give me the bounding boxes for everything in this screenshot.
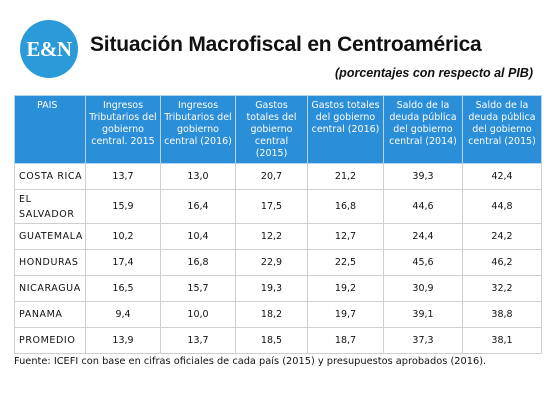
value-cell: 46,2 [462, 249, 542, 276]
value-cell: 18,7 [307, 327, 384, 354]
value-cell: 19,7 [307, 301, 384, 328]
table-row: HONDURAS 17,4 16,8 22,9 22,5 45,6 46,2 [14, 249, 542, 276]
value-cell: 19,2 [307, 275, 384, 302]
value-cell: 9,4 [85, 301, 161, 328]
table-header-row: PAIS Ingresos Tributarios del gobierno c… [14, 95, 542, 164]
value-cell: 22,9 [235, 249, 308, 276]
value-cell: 10,2 [85, 223, 161, 250]
value-cell: 13,9 [85, 327, 161, 354]
value-cell: 32,2 [462, 275, 542, 302]
value-cell: 12,7 [307, 223, 384, 250]
value-cell: 17,5 [235, 189, 308, 224]
country-cell: COSTA RICA [14, 163, 86, 190]
value-cell: 13,7 [160, 327, 236, 354]
value-cell: 38,8 [462, 301, 542, 328]
country-cell: HONDURAS [14, 249, 86, 276]
value-cell: 22,5 [307, 249, 384, 276]
value-cell: 24,4 [383, 223, 463, 250]
country-cell: NICARAGUA [14, 275, 86, 302]
value-cell: 37,3 [383, 327, 463, 354]
table-row: PANAMA 9,4 10,0 18,2 19,7 39,1 38,8 [14, 301, 542, 328]
value-cell: 13,0 [160, 163, 236, 190]
page-title: Situación Macrofiscal en Centroamérica [90, 33, 482, 56]
value-cell: 30,9 [383, 275, 463, 302]
column-header: Ingresos Tributarios del gobierno centra… [85, 95, 161, 164]
value-cell: 17,4 [85, 249, 161, 276]
country-cell: PANAMA [14, 301, 86, 328]
value-cell: 44,6 [383, 189, 463, 224]
value-cell: 39,3 [383, 163, 463, 190]
value-cell: 16,4 [160, 189, 236, 224]
macrofiscal-table: PAIS Ingresos Tributarios del gobierno c… [14, 95, 542, 354]
table-row: COSTA RICA 13,7 13,0 20,7 21,2 39,3 42,4 [14, 163, 542, 190]
value-cell: 39,1 [383, 301, 463, 328]
column-header: Ingresos Tributarios del gobierno centra… [160, 95, 236, 164]
page-subtitle: (porcentajes con respecto al PIB) [335, 66, 533, 80]
value-cell: 16,5 [85, 275, 161, 302]
column-header: Gastos totales del gobierno central (201… [307, 95, 384, 164]
column-header: Gastos totales del gobierno central (201… [235, 95, 308, 164]
value-cell: 38,1 [462, 327, 542, 354]
value-cell: 12,2 [235, 223, 308, 250]
table-row: NICARAGUA 16,5 15,7 19,3 19,2 30,9 32,2 [14, 275, 542, 302]
value-cell: 44,8 [462, 189, 542, 224]
value-cell: 42,4 [462, 163, 542, 190]
value-cell: 20,7 [235, 163, 308, 190]
value-cell: 18,5 [235, 327, 308, 354]
value-cell: 15,9 [85, 189, 161, 224]
value-cell: 16,8 [160, 249, 236, 276]
column-header: PAIS [14, 95, 86, 164]
value-cell: 18,2 [235, 301, 308, 328]
source-footnote: Fuente: ICEFI con base en cifras oficial… [14, 356, 487, 367]
country-cell: GUATEMALA [14, 223, 86, 250]
value-cell: 45,6 [383, 249, 463, 276]
value-cell: 10,4 [160, 223, 236, 250]
logo-text: E&N [26, 36, 72, 61]
column-header: Saldo de la deuda pública del gobierno c… [383, 95, 463, 164]
table-row: PROMEDIO 13,9 13,7 18,5 18,7 37,3 38,1 [14, 327, 542, 354]
value-cell: 10,0 [160, 301, 236, 328]
brand-logo: E&N [20, 20, 78, 78]
table-row: EL SALVADOR 15,9 16,4 17,5 16,8 44,6 44,… [14, 189, 542, 224]
country-cell: EL SALVADOR [14, 189, 86, 224]
value-cell: 16,8 [307, 189, 384, 224]
country-cell: PROMEDIO [14, 327, 86, 354]
column-header: Saldo de la deuda pública del gobierno c… [462, 95, 542, 164]
value-cell: 24,2 [462, 223, 542, 250]
value-cell: 21,2 [307, 163, 384, 190]
table-row: GUATEMALA 10,2 10,4 12,2 12,7 24,4 24,2 [14, 223, 542, 250]
value-cell: 15,7 [160, 275, 236, 302]
value-cell: 19,3 [235, 275, 308, 302]
value-cell: 13,7 [85, 163, 161, 190]
